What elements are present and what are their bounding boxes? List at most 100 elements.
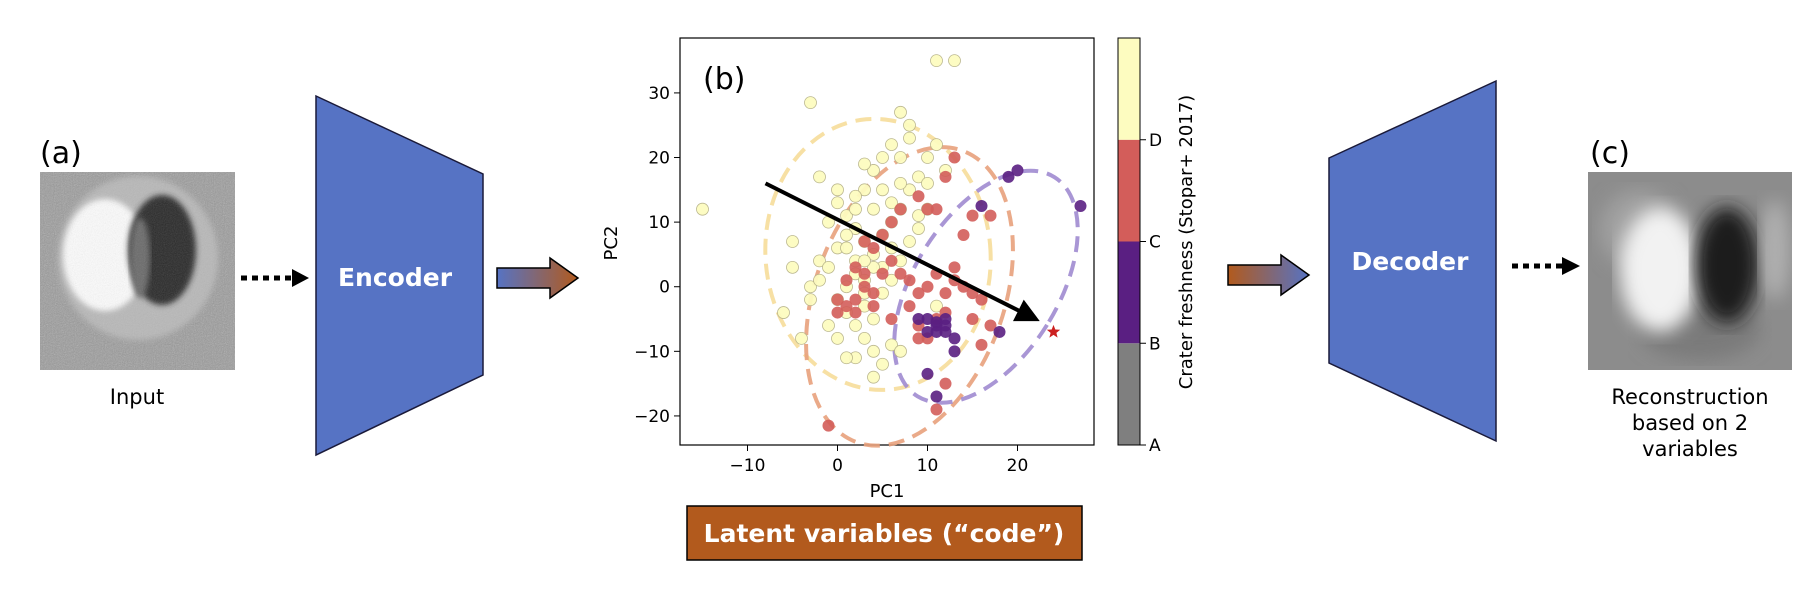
reconstruction-caption-line-2: based on 2 [1632, 411, 1748, 435]
data-point-class-C [867, 241, 880, 254]
data-point-class-D [894, 151, 907, 164]
data-point-class-D [858, 254, 871, 268]
data-point-class-C [930, 203, 943, 216]
data-point-class-D [912, 170, 925, 184]
data-point-class-C [912, 332, 925, 345]
data-point-class-D [840, 228, 853, 242]
data-point-class-D [903, 131, 916, 145]
code-label: Latent variables (“code”) [704, 519, 1065, 548]
y-tick-label: −10 [634, 342, 670, 362]
data-point-class-C [930, 403, 943, 416]
data-point-class-D [849, 202, 862, 216]
colorbar-segment-B [1118, 241, 1140, 344]
x-tick-label: −10 [730, 456, 766, 476]
x-tick-label: 10 [917, 456, 939, 476]
data-point-class-D [813, 254, 826, 268]
data-point-class-D [858, 332, 871, 345]
colorbar-label: Crater freshness (Stopar+ 2017) [1176, 95, 1197, 389]
data-point-class-C [867, 287, 880, 300]
x-tick-label: 0 [832, 456, 843, 476]
data-point-class-C [849, 261, 862, 274]
cluster-ellipse-D [763, 116, 993, 392]
data-point-class-D [813, 170, 826, 184]
data-point-class-C [984, 319, 997, 332]
data-point-class-D [840, 241, 853, 255]
colorbar-tick-label-C: C [1149, 233, 1161, 253]
data-point-class-C [840, 300, 853, 313]
data-point-class-D [930, 299, 943, 313]
data-point-class-D [948, 54, 961, 68]
data-point-class-B [948, 345, 961, 358]
data-point-class-D [831, 332, 844, 345]
reconstruction-caption-line-3: variables [1642, 437, 1738, 461]
colorbar-segment-C [1118, 139, 1140, 242]
data-point-class-C [975, 338, 988, 351]
data-point-class-D [849, 319, 862, 332]
data-point-class-D [696, 202, 709, 216]
data-point-class-C [822, 419, 835, 432]
data-point-class-C [876, 267, 889, 280]
data-point-class-C [939, 377, 952, 390]
data-point-class-D [867, 312, 880, 326]
x-axis-label: PC1 [870, 481, 905, 502]
data-point-class-B [1002, 170, 1015, 183]
data-point-class-D [912, 209, 925, 223]
data-point-class-D [885, 138, 898, 151]
data-point-class-C [885, 313, 898, 326]
y-tick-label: 30 [648, 84, 670, 104]
data-point-class-B [921, 367, 934, 380]
y-tick-label: −20 [634, 407, 670, 427]
data-point-class-C [831, 306, 844, 319]
y-tick-label: 20 [648, 149, 670, 169]
colorbar-tick-label-A: A [1149, 436, 1161, 456]
data-point-class-D [903, 235, 916, 248]
data-point-class-C [975, 293, 988, 306]
star-marker [1046, 324, 1061, 338]
data-point-class-D [867, 344, 880, 358]
data-point-class-D [876, 151, 889, 164]
data-point-class-C [894, 203, 907, 216]
data-point-class-D [804, 96, 817, 110]
cluster-ellipse-B [892, 168, 1080, 405]
data-point-class-C [984, 209, 997, 222]
data-point-class-C [876, 229, 889, 242]
input-to-encoder-arrow [241, 269, 309, 287]
y-tick-label: 0 [659, 278, 670, 298]
data-point-class-B [921, 325, 934, 338]
data-point-class-C [921, 203, 934, 216]
colorbar-segment-A [1118, 343, 1140, 445]
data-point-class-D [876, 183, 889, 197]
data-point-class-C [849, 306, 862, 319]
data-point-class-D [822, 260, 835, 274]
data-point-class-B [930, 316, 943, 329]
colorbar-tick-label-B: B [1149, 334, 1161, 354]
data-point-class-B [975, 199, 988, 212]
data-point-class-B [948, 332, 961, 345]
data-point-class-D [822, 319, 835, 332]
data-point-class-C [957, 229, 970, 242]
data-point-class-D [885, 338, 898, 352]
data-point-class-C [912, 190, 925, 203]
data-point-class-D [804, 280, 817, 294]
data-point-class-D [876, 357, 889, 371]
colorbar: A B C D Crater freshness (Stopar+ 2017) [1117, 37, 1197, 456]
data-point-class-B [930, 325, 943, 338]
input-caption: Input [110, 385, 164, 409]
data-point-class-D [840, 209, 853, 223]
input-crater-image [40, 172, 235, 370]
data-point-class-B [939, 313, 952, 326]
colorbar-segment-D [1118, 38, 1140, 140]
data-point-class-D [831, 183, 844, 197]
plot-area [679, 37, 1095, 446]
y-tick-label: 10 [648, 213, 670, 233]
encoder-block [315, 94, 484, 457]
data-point-class-D [912, 222, 925, 235]
data-point-class-C [948, 151, 961, 164]
data-point-class-D [849, 189, 862, 203]
data-point-class-B [1011, 164, 1024, 177]
data-point-class-C [858, 235, 871, 248]
y-axis-label: PC2 [601, 226, 622, 261]
data-point-class-D [885, 273, 898, 287]
code-box [686, 505, 1083, 561]
data-point-class-B [993, 325, 1006, 338]
